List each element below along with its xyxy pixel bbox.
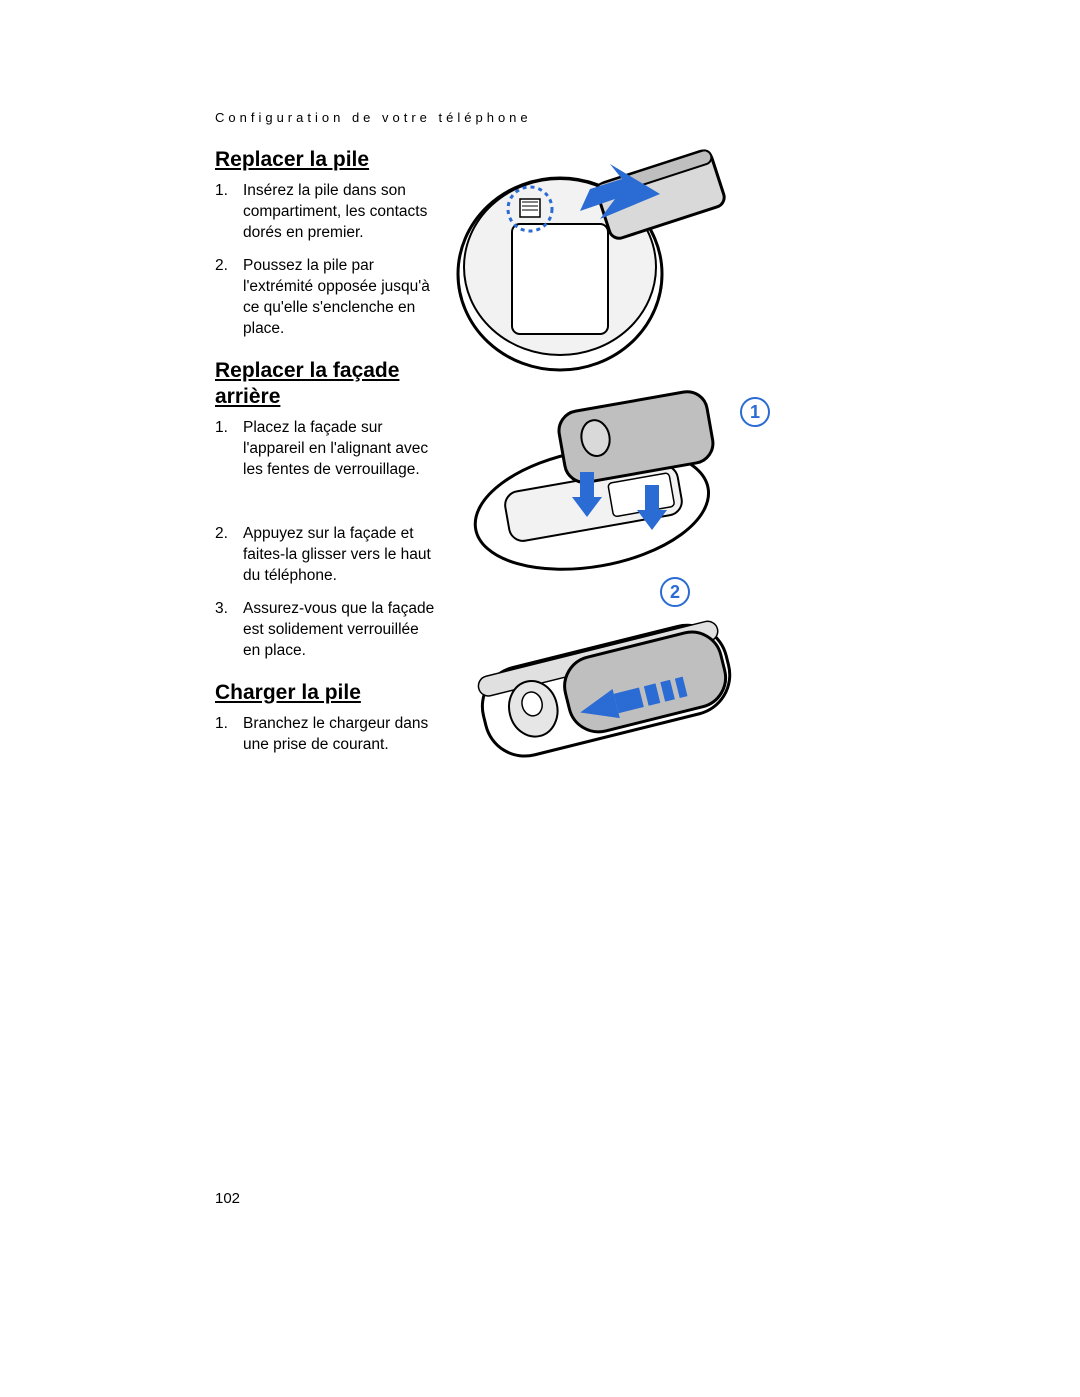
content-columns: Replacer la pile Insérez la pile dans so…: [215, 147, 920, 774]
heading-replace-cover: Replacer la façade arrière: [215, 358, 440, 411]
steps-replace-battery: Insérez la pile dans son compartiment, l…: [215, 181, 440, 339]
callout-badge: 2: [660, 577, 690, 607]
cover-slide-illustration: [460, 577, 750, 787]
step-item: Assurez-vous que la façade est solidemen…: [215, 599, 440, 662]
callout-badge: 1: [740, 397, 770, 427]
figure-cover-slide: 2: [460, 577, 750, 787]
page: Configuration de votre téléphone Replace…: [0, 0, 1080, 1397]
step-item: Branchez le chargeur dans une prise de c…: [215, 714, 440, 756]
step-item: Placez la façade sur l'appareil en l'ali…: [215, 418, 440, 481]
battery-insertion-illustration: [450, 139, 730, 379]
step-item: Insérez la pile dans son compartiment, l…: [215, 181, 440, 244]
running-header: Configuration de votre téléphone: [215, 110, 920, 125]
figure-column: 1: [450, 147, 920, 774]
step-item: Poussez la pile par l'extrémité opposée …: [215, 256, 440, 340]
figure-battery-insertion: [450, 139, 730, 379]
heading-charge: Charger la pile: [215, 680, 440, 706]
steps-replace-cover: Placez la façade sur l'appareil en l'ali…: [215, 418, 440, 481]
figure-cover-placement: 1: [460, 377, 750, 577]
heading-replace-battery: Replacer la pile: [215, 147, 440, 173]
page-number: 102: [215, 1190, 240, 1207]
cover-placement-illustration: [460, 377, 750, 577]
text-column: Replacer la pile Insérez la pile dans so…: [215, 147, 450, 774]
steps-charge: Branchez le chargeur dans une prise de c…: [215, 714, 440, 756]
steps-replace-cover-cont: Appuyez sur la façade et faites-la gliss…: [215, 524, 440, 662]
step-item: Appuyez sur la façade et faites-la gliss…: [215, 524, 440, 587]
